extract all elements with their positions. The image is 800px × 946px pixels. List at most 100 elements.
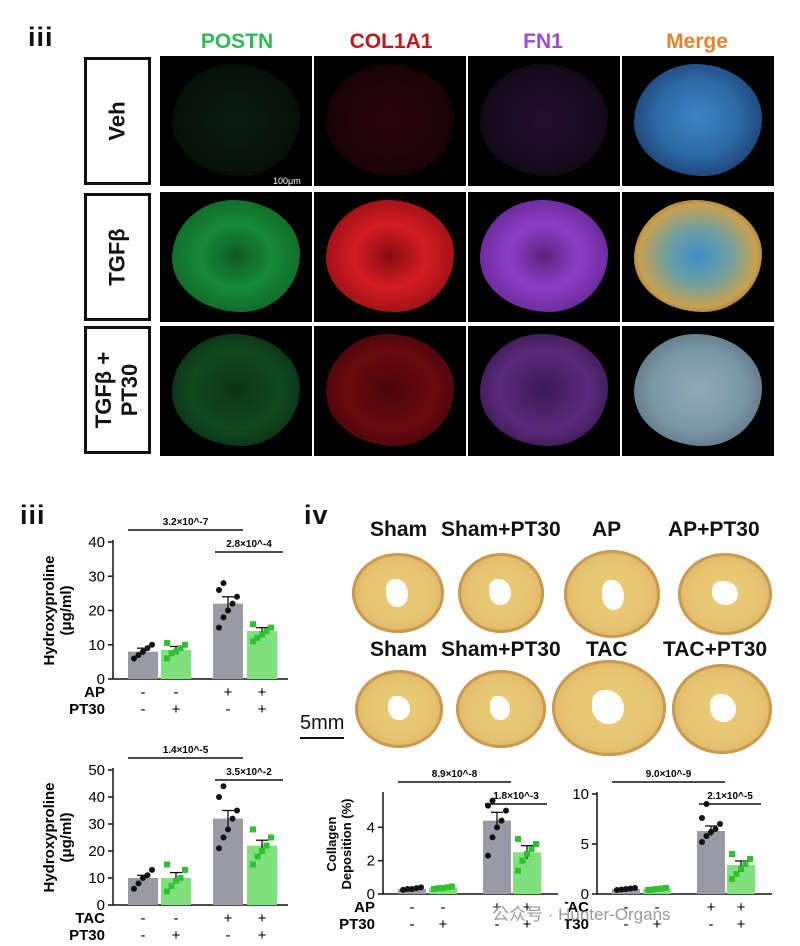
data-point: [168, 650, 175, 657]
data-point: [259, 848, 265, 854]
chart-ap-hydroxyproline: 0 10 20 30 40 Hydroxyproline (μg/ml) 3.2×10^-7 2…: [41, 517, 288, 715]
factor-sign: -: [624, 916, 629, 933]
factor-label: PT30: [69, 701, 105, 715]
y-axis-label: Collagen: [324, 816, 339, 871]
data-point: [250, 638, 256, 645]
heart-scalebar: 5mm: [300, 712, 344, 739]
bar: [161, 649, 191, 679]
data-point: [229, 600, 236, 607]
data-point: [268, 624, 274, 631]
data-point: [263, 628, 270, 635]
micrograph-veh-col1a1: [314, 56, 466, 186]
p-value-label: 1.8×10^-3: [493, 791, 539, 802]
data-point: [649, 886, 656, 893]
heart-label-tac-pt30: TAC+PT30: [663, 638, 768, 661]
data-point: [747, 856, 753, 862]
data-point: [220, 834, 227, 841]
data-point: [220, 580, 227, 587]
heart-label-sham-pt30-1: Sham+PT30: [441, 518, 561, 541]
bar: [247, 845, 277, 905]
micrograph-veh-postn: [160, 56, 312, 186]
data-point: [250, 826, 256, 833]
y-axis-label: Hydroxyproline: [41, 555, 58, 665]
heart-scalebar-label: 5mm: [300, 712, 345, 734]
data-point: [149, 641, 155, 648]
data-point: [699, 815, 705, 821]
factor-label: PT30: [69, 927, 105, 942]
data-point: [528, 846, 535, 852]
heart-section-sham-pt30-1: [458, 553, 544, 633]
data-point: [135, 652, 142, 659]
micrograph-scalebar-line: [273, 187, 311, 189]
p-value-label: 9.0×10^-9: [646, 769, 692, 780]
data-point: [663, 885, 669, 891]
y-tick-label: 20: [88, 843, 105, 860]
y-tick-label: 40: [88, 534, 105, 551]
data-point: [515, 867, 521, 874]
data-point: [431, 886, 437, 892]
data-point: [263, 842, 270, 849]
data-point: [614, 887, 620, 893]
data-point: [173, 877, 179, 884]
factor-sign: -: [655, 899, 660, 916]
p-value-label: 2.1×10^-5: [707, 791, 753, 802]
y-tick-label: 5: [581, 836, 589, 853]
factor-sign: -: [141, 927, 146, 942]
heart-label-ap: AP: [592, 518, 622, 541]
chart-tac-hydroxyproline: 0 10 20 30 40 50 Hydroxyproline (μg/ml) 1.4×10^-…: [41, 745, 288, 942]
data-point: [717, 821, 723, 827]
factor-sign: -: [410, 916, 415, 933]
data-point: [220, 614, 227, 621]
y-tick-label: 10: [88, 637, 105, 654]
factor-sign: -: [174, 684, 179, 701]
factor-sign: -: [709, 916, 714, 933]
data-point: [164, 861, 170, 868]
data-point: [131, 885, 137, 892]
y-tick-label: 50: [88, 762, 105, 779]
factor-sign: +: [258, 927, 267, 942]
heart-label-ap-pt30: AP+PT30: [668, 518, 760, 541]
data-point: [703, 833, 710, 839]
data-point: [503, 807, 509, 814]
factor-label: TAC: [565, 899, 589, 916]
y-axis-label: Deposition (%): [339, 799, 354, 890]
data-point: [623, 886, 629, 892]
panel-label-iii: iii: [20, 500, 46, 530]
chart-ap-collagen: 0 2 4 Collagen Deposition (%) 8.9×10^-8 1.8×10…: [324, 769, 558, 933]
data-point: [533, 841, 539, 847]
micrograph-scalebar: 100μm: [273, 176, 311, 189]
factor-sign: -: [226, 701, 231, 715]
channel-title-fn1: FN1: [523, 30, 563, 53]
data-point: [250, 621, 256, 628]
micrograph-tgfb-postn: [160, 192, 312, 322]
data-point: [738, 866, 744, 872]
data-point: [489, 834, 496, 841]
heart-section-ap: [564, 550, 660, 638]
y-axis-label: (μg/ml): [58, 812, 75, 862]
data-point: [515, 836, 521, 842]
data-point: [216, 624, 222, 631]
factor-sign: +: [737, 899, 746, 916]
y-tick-label: 0: [97, 671, 105, 688]
row-label-tgfb: TGFβ: [84, 193, 151, 321]
data-point: [708, 829, 714, 835]
heart-section-sham-1: [352, 553, 444, 633]
data-point: [164, 640, 170, 647]
row-label-veh-text: Veh: [104, 101, 130, 141]
data-point: [489, 797, 496, 804]
data-point: [404, 886, 411, 892]
bar: [213, 603, 243, 679]
data-point: [254, 634, 261, 641]
data-point: [216, 845, 222, 852]
y-tick-label: 4: [367, 819, 375, 836]
data-point: [627, 885, 634, 892]
y-tick-label: 40: [88, 789, 105, 806]
y-tick-label: 0: [367, 886, 375, 903]
data-point: [524, 851, 530, 857]
factor-sign: +: [653, 916, 662, 933]
data-point: [618, 886, 625, 893]
data-point: [182, 641, 188, 648]
micrograph-veh-fn1: [468, 56, 620, 186]
factor-sign: +: [523, 899, 532, 916]
